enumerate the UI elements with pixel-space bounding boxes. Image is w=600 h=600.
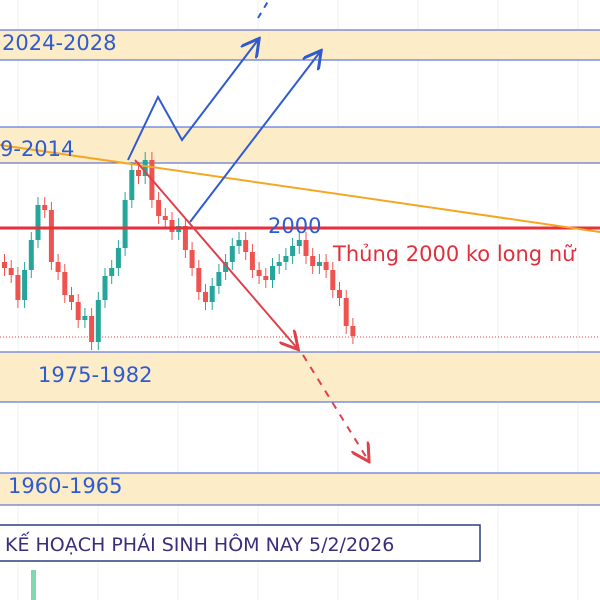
candle-body (48, 210, 54, 262)
candle-body (62, 272, 68, 295)
candle-body (263, 276, 269, 280)
candle-body (330, 270, 336, 290)
candle-body (69, 295, 74, 302)
candle-body (102, 276, 108, 300)
trend-line (0, 144, 600, 233)
zone-band (0, 472, 600, 506)
candle-body (189, 250, 195, 268)
candle-body (229, 246, 235, 262)
candle-body (55, 262, 61, 272)
arrow-dash (302, 354, 368, 460)
candle-body (82, 316, 88, 320)
candle-body (316, 262, 322, 266)
candle-body (22, 270, 28, 300)
candle-body (129, 170, 135, 200)
grid (17, 0, 579, 600)
note: Thủng 2000 ko long nữ (332, 242, 577, 266)
candle-body (296, 240, 302, 246)
zone-label: 9-2014 (0, 137, 74, 161)
candle-body (156, 200, 162, 216)
candle-body (89, 316, 95, 342)
zone-band (0, 29, 600, 61)
candle-body (343, 298, 349, 326)
zone-label: 1975-1982 (38, 363, 152, 387)
candle-body (283, 256, 289, 262)
candle-body (337, 290, 342, 298)
arrow-down (134, 159, 297, 348)
candles (2, 152, 356, 350)
candle-body (323, 262, 329, 270)
candle-body (203, 292, 208, 302)
arrow-up (189, 52, 320, 223)
candle-body (115, 248, 121, 268)
arrow-up (127, 40, 258, 161)
title-box (0, 524, 481, 562)
candle-body (15, 275, 21, 300)
candle-body (136, 170, 141, 176)
candle-body (35, 205, 41, 240)
candle-body (2, 262, 7, 268)
candle-body (28, 240, 34, 270)
candle-body (196, 268, 202, 292)
candle-body (8, 268, 14, 275)
candle-body (182, 226, 188, 250)
volume-bar (31, 570, 36, 600)
candle-body (350, 326, 356, 336)
candle-body (95, 300, 101, 342)
zone-band (0, 126, 600, 164)
candle-body (290, 246, 296, 256)
candle-body (142, 160, 148, 176)
candle-body (109, 268, 115, 276)
candle-body (223, 262, 229, 272)
candle-body (249, 252, 255, 270)
candle-body (303, 240, 309, 256)
candle-body (270, 266, 275, 280)
candle-body (236, 240, 242, 246)
candle-body (310, 256, 316, 266)
candle-body (162, 216, 168, 220)
candle-body (216, 272, 222, 286)
candle-body (209, 286, 215, 302)
candle-body (42, 205, 48, 210)
title: KẾ HOẠCH PHÁI SINH HÔM NAY 5/2/2026 (5, 531, 394, 556)
candle-body (276, 262, 282, 266)
candle-body (256, 270, 262, 276)
candle-body (75, 302, 81, 320)
arrow-dash (257, 0, 270, 19)
zones (0, 29, 600, 506)
zone-label: 2024-2028 (2, 31, 116, 55)
candle-body (169, 220, 175, 232)
candle-body (122, 200, 128, 248)
zone-band (0, 351, 600, 403)
zone-label: 1960-1965 (8, 474, 122, 498)
level-label: 2000 (268, 214, 321, 238)
candle-body (243, 240, 249, 252)
